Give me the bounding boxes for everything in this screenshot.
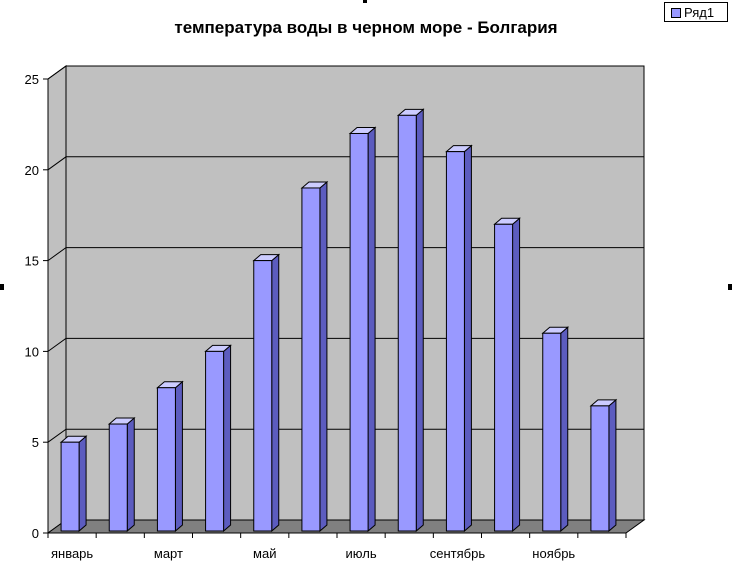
x-tick-label: март [154, 546, 183, 561]
bar-front [349, 132, 369, 532]
bar [59, 435, 88, 533]
bar [156, 380, 184, 533]
y-tick-label: 5 [32, 435, 39, 450]
gridline [47, 65, 644, 80]
bar-front [590, 405, 610, 532]
bar-front [542, 332, 562, 532]
y-axis: 0 5 10 15 20 25 [25, 72, 49, 541]
bar-front [253, 260, 273, 532]
bar-side [126, 416, 135, 533]
bar-front [301, 187, 321, 532]
y-tick-label: 25 [25, 72, 39, 87]
bar-side [223, 344, 232, 533]
bars [59, 108, 618, 533]
x-tick-label: январь [51, 546, 93, 561]
bar-side [271, 253, 280, 533]
bar-front [397, 114, 417, 532]
bar [300, 180, 329, 533]
y-tick-label: 20 [25, 163, 39, 178]
bar [107, 416, 136, 533]
bar [445, 144, 473, 533]
x-axis: январь март май июль сентябрь ноябрь [47, 532, 627, 561]
bar [589, 398, 618, 533]
bar-front [156, 387, 176, 532]
bar [396, 108, 425, 533]
bar-side [174, 380, 183, 533]
bar [541, 326, 570, 533]
y-tick-label: 15 [25, 254, 39, 269]
bar-side [367, 126, 376, 533]
legend: Ряд1 [664, 2, 728, 22]
x-tick-label: июль [346, 546, 377, 561]
bar-front [108, 423, 128, 532]
y-tick-label: 0 [32, 526, 39, 541]
y-tick-label: 10 [25, 344, 39, 359]
chart-title: температура воды в черном море - Болгари… [174, 18, 558, 37]
x-tick-label: май [253, 546, 276, 561]
bar [348, 126, 377, 533]
bar-side [415, 108, 424, 533]
bar-side [512, 217, 521, 533]
legend-swatch [671, 8, 681, 18]
legend-label: Ряд1 [684, 5, 715, 20]
bar [252, 253, 281, 533]
selection-handle-top[interactable] [363, 0, 367, 3]
selection-handle-left[interactable] [0, 284, 4, 290]
bar-side [560, 326, 569, 533]
bar-front [205, 350, 225, 532]
bar-side [463, 144, 472, 533]
bar-side [319, 180, 328, 533]
bar-front [494, 223, 514, 532]
bar-side [78, 435, 87, 533]
bar [493, 217, 521, 533]
x-tick-label: сентябрь [430, 546, 486, 561]
selection-handle-right[interactable] [728, 284, 732, 290]
bar [204, 344, 232, 533]
bar-front [60, 441, 80, 532]
bar-side [608, 398, 617, 533]
x-tick-label: ноябрь [532, 546, 575, 561]
bar-front [445, 151, 465, 532]
